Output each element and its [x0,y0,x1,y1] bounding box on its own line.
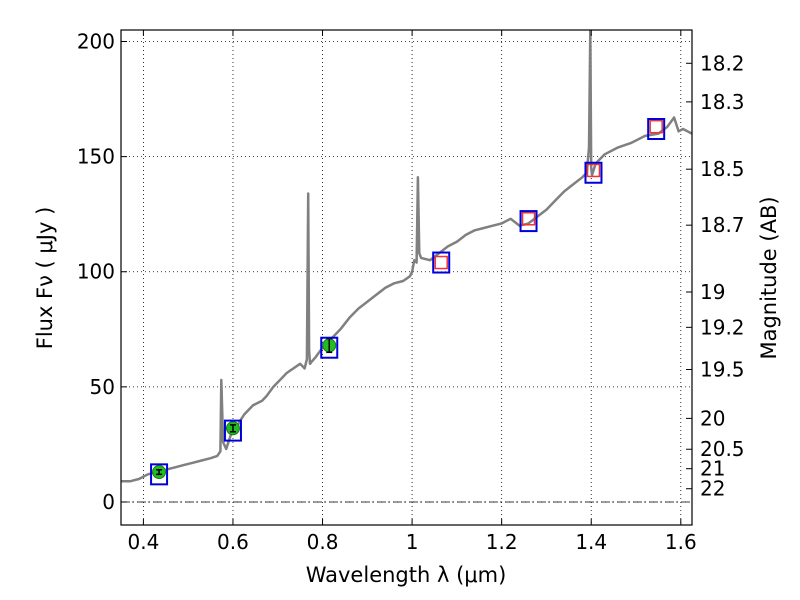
x-tick-label: 1.2 [486,530,518,554]
y-axis-label: Flux Fν ( μJy ) [33,207,57,350]
model-flux-marker [432,251,451,274]
photometry-point [320,336,339,359]
magnitude-axis-label: Magnitude (AB) [757,196,781,359]
photometry-points [150,118,666,486]
y-tick-label: 150 [77,145,115,169]
x-axis: 0.4 0.6 0.8 1 1.2 1.4 1.6 [127,30,697,554]
magnitude-tick-label: 22 [700,477,725,501]
magnitude-tick-label: 18.5 [700,157,745,181]
magnitude-tick-label: 18.2 [700,51,745,75]
magnitude-tick-label: 18.7 [700,213,745,237]
magnitude-tick-label: 18.3 [700,90,745,114]
observed-flux-marker [586,163,601,178]
magnitude-tick-label: 20 [700,406,725,430]
observed-flux-marker [649,119,663,134]
magnitude-tick-label: 20.5 [700,437,745,461]
y-tick-label: 100 [77,260,115,284]
x-tick-label: 1 [406,530,419,554]
x-axis-label: Wavelength λ (μm) [306,563,507,587]
model-flux-marker [519,210,538,233]
photometry-point [584,161,603,184]
photometry-point [223,419,242,442]
model-flux-marker [647,118,666,140]
model-flux-marker [584,161,603,184]
observed-flux-marker [521,212,536,226]
magnitude-tick-label: 19.2 [700,315,745,339]
x-tick-label: 1.4 [575,530,607,554]
x-tick-label: 0.4 [127,530,159,554]
y-tick-label: 50 [90,375,115,399]
photometry-point [432,251,451,274]
y-axis: 0 50 100 150 200 [77,30,127,514]
model-flux-marker [223,419,242,442]
spectrum-line [121,30,692,483]
model-flux-marker [150,463,169,486]
magnitude-tick-label: 19 [700,280,725,304]
y-tick-label: 200 [77,30,115,54]
y-tick-label: 0 [102,490,115,514]
plot-frame [120,29,693,526]
observed-flux-marker [434,255,448,270]
magnitude-tick-label: 21 [700,457,725,481]
photometry-point [150,463,169,486]
x-tick-label: 0.6 [217,530,249,554]
magnitude-tick-label: 19.5 [700,357,745,381]
photometry-point [519,210,538,233]
model-flux-marker [320,336,339,359]
photometry-point [647,118,666,140]
x-tick-label: 0.8 [307,530,339,554]
x-tick-label: 1.6 [665,530,697,554]
grid [121,30,692,525]
